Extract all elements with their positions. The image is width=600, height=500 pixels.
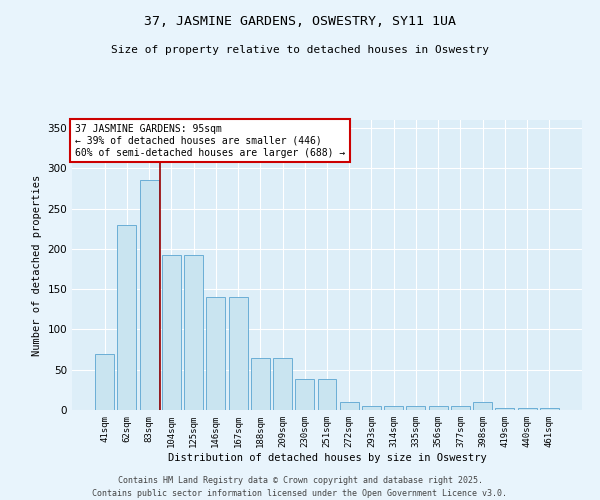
Bar <box>496 408 514 410</box>
Bar <box>384 406 403 410</box>
Y-axis label: Number of detached properties: Number of detached properties <box>32 174 42 356</box>
Text: Contains HM Land Registry data © Crown copyright and database right 2025.: Contains HM Land Registry data © Crown c… <box>118 476 482 485</box>
Bar <box>140 180 158 410</box>
Bar <box>162 256 181 410</box>
Bar <box>95 354 114 410</box>
Text: Size of property relative to detached houses in Oswestry: Size of property relative to detached ho… <box>111 45 489 55</box>
Bar <box>406 406 425 410</box>
Text: 37 JASMINE GARDENS: 95sqm
← 39% of detached houses are smaller (446)
60% of semi: 37 JASMINE GARDENS: 95sqm ← 39% of detac… <box>74 124 345 158</box>
Bar <box>206 297 225 410</box>
Bar <box>317 380 337 410</box>
Bar <box>362 406 381 410</box>
Bar <box>518 408 536 410</box>
X-axis label: Distribution of detached houses by size in Oswestry: Distribution of detached houses by size … <box>167 452 487 462</box>
Text: 37, JASMINE GARDENS, OSWESTRY, SY11 1UA: 37, JASMINE GARDENS, OSWESTRY, SY11 1UA <box>144 15 456 28</box>
Bar <box>295 380 314 410</box>
Text: Contains public sector information licensed under the Open Government Licence v3: Contains public sector information licen… <box>92 488 508 498</box>
Bar <box>451 406 470 410</box>
Bar <box>340 402 359 410</box>
Bar <box>118 224 136 410</box>
Bar <box>251 358 270 410</box>
Bar <box>540 408 559 410</box>
Bar <box>273 358 292 410</box>
Bar <box>429 406 448 410</box>
Bar <box>184 256 203 410</box>
Bar <box>473 402 492 410</box>
Bar <box>229 297 248 410</box>
